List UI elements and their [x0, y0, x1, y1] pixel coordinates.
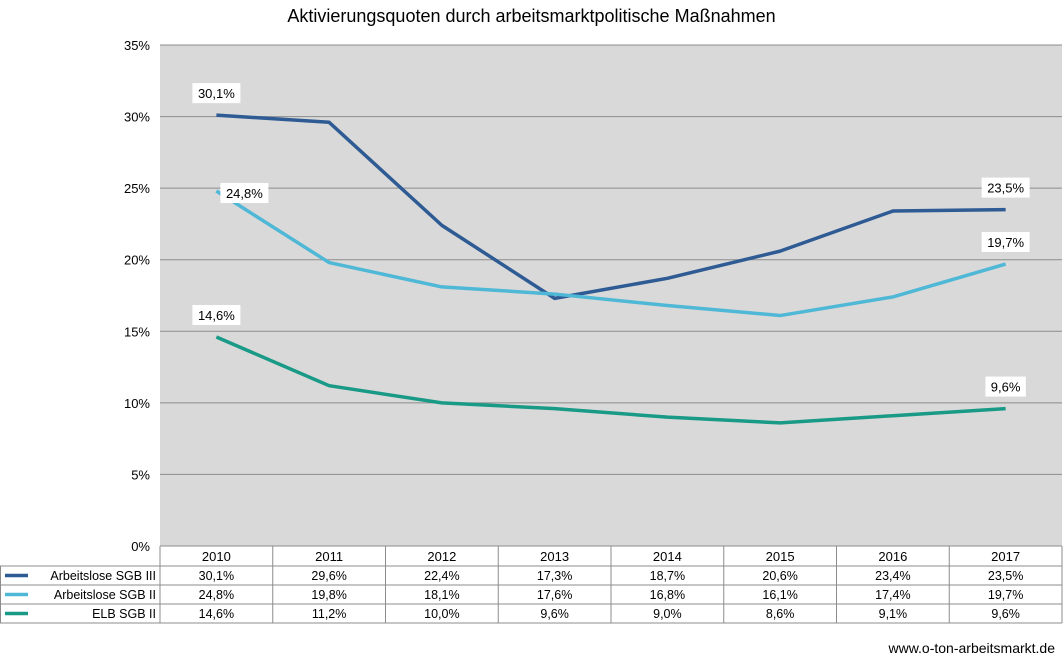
- legend-label: Arbeitslose SGB II: [54, 588, 156, 602]
- point-label-box: [192, 305, 241, 326]
- y-axis-ticks: 0% 5% 10% 15% 20% 25% 30% 35%: [124, 38, 150, 554]
- x-tick-label: 2016: [878, 549, 907, 564]
- table-cell: 18,1%: [424, 588, 459, 602]
- table-cell: 11,2%: [312, 607, 347, 621]
- x-tick-label: 2014: [653, 549, 682, 564]
- point-label-text: 14,6%: [198, 308, 235, 323]
- point-label: 14,6%: [192, 305, 241, 326]
- point-label-box: [981, 177, 1030, 198]
- table-cell: 10,0%: [424, 607, 459, 621]
- y-tick-label: 15%: [124, 324, 150, 339]
- point-label: 30,1%: [192, 83, 241, 104]
- data-table: 2010 2011 2012 2013 2014 2015 2016 2017 Arbeitsl…: [0, 545, 1063, 624]
- point-label: 19,7%: [981, 232, 1030, 253]
- table-cell: 20,6%: [762, 569, 797, 583]
- plot-area: [160, 45, 1062, 546]
- series-lines: [215, 113, 1007, 425]
- y-tick-label: 10%: [124, 396, 150, 411]
- table-cell: 30,1%: [199, 569, 234, 583]
- point-label: 9,6%: [985, 376, 1026, 397]
- point-label-box: [192, 83, 241, 104]
- point-label-box: [985, 376, 1026, 397]
- table-cell: 14,6%: [199, 607, 234, 621]
- series-line: [215, 189, 1007, 318]
- legend-label: ELB SGB II: [92, 607, 156, 621]
- table-cell: 29,6%: [311, 569, 346, 583]
- table-cell: 8,6%: [766, 607, 795, 621]
- x-tick-label: 2010: [202, 549, 231, 564]
- x-tick-label: 2011: [315, 549, 343, 564]
- series-line: [215, 335, 1006, 425]
- x-tick-label: 2017: [991, 549, 1020, 564]
- point-label-text: 19,7%: [987, 235, 1024, 250]
- table-cell: 9,6%: [991, 607, 1020, 621]
- point-label-text: 9,6%: [991, 380, 1021, 395]
- gridlines: [160, 44, 1062, 475]
- point-label: 24,8%: [220, 183, 269, 204]
- table-cell: 19,8%: [311, 588, 346, 602]
- y-tick-label: 0%: [131, 539, 150, 554]
- chart-title: Aktivierungsquoten durch arbeitsmarktpol…: [287, 6, 776, 26]
- table-cell: 9,1%: [879, 607, 908, 621]
- point-label-text: 23,5%: [987, 181, 1024, 196]
- y-tick-label: 25%: [124, 181, 150, 196]
- table-cell: 9,0%: [653, 607, 682, 621]
- legend-label: Arbeitslose SGB III: [50, 569, 156, 583]
- y-tick-label: 5%: [131, 467, 150, 482]
- table-cell: 23,4%: [875, 569, 910, 583]
- table-cell: 17,4%: [875, 588, 910, 602]
- point-label-box: [981, 232, 1030, 253]
- table-cell: 23,5%: [988, 569, 1023, 583]
- point-label-text: 30,1%: [198, 86, 235, 101]
- table-cell: 17,6%: [537, 588, 572, 602]
- x-tick-label: 2012: [427, 549, 456, 564]
- point-labels: 30,1% 23,5% 24,8% 19,7% 14,6% 9,6%: [192, 83, 1030, 397]
- point-label-text: 24,8%: [226, 186, 263, 201]
- table-cell: 22,4%: [424, 569, 459, 583]
- point-label-box: [220, 183, 269, 204]
- table-cell: 16,8%: [650, 588, 685, 602]
- table-cell: 9,6%: [540, 607, 569, 621]
- table-cell: 18,7%: [650, 569, 685, 583]
- x-tick-label: 2013: [540, 549, 569, 564]
- table-cell: 24,8%: [199, 588, 234, 602]
- table-cell: 17,3%: [537, 569, 572, 583]
- table-cell: 19,7%: [988, 588, 1023, 602]
- y-tick-label: 30%: [124, 110, 150, 125]
- y-tick-label: 20%: [124, 253, 150, 268]
- table-cell: 16,1%: [762, 588, 797, 602]
- x-tick-label: 2015: [766, 549, 795, 564]
- series-line: [216, 113, 1006, 301]
- point-label: 23,5%: [981, 177, 1030, 198]
- source-credit: www.o-ton-arbeitsmarkt.de: [888, 640, 1055, 656]
- y-tick-label: 35%: [124, 38, 150, 53]
